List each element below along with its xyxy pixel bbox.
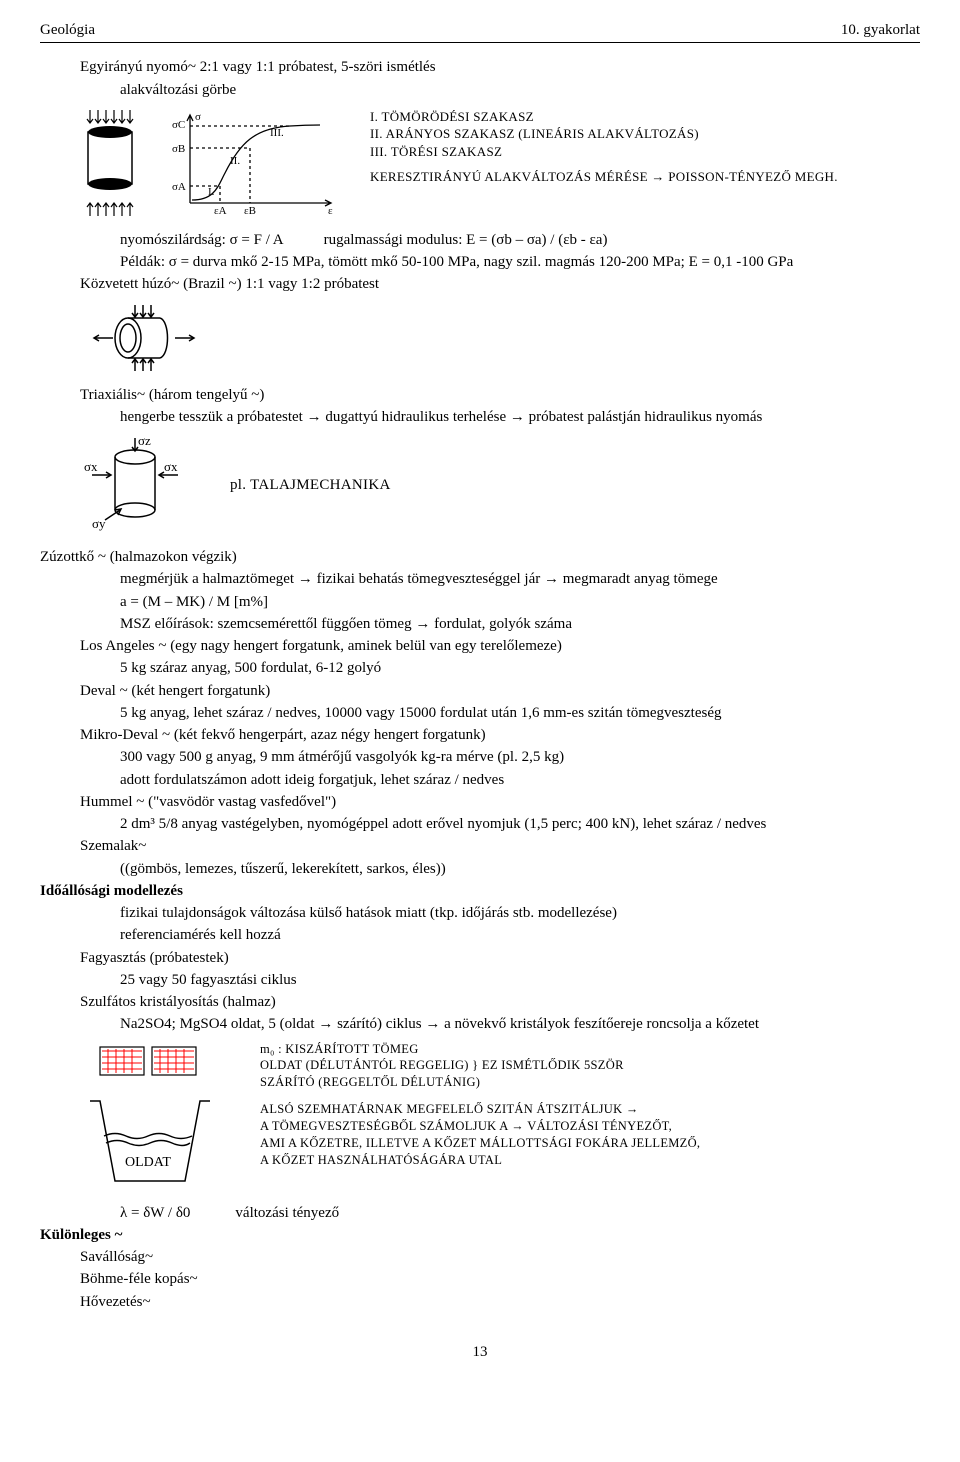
svg-text:σx: σx — [164, 459, 178, 474]
hand-line: I. TÖMÖRÖDÉSI SZAKASZ — [370, 108, 920, 126]
line: λ = δW / δ0 változási tényező — [120, 1203, 920, 1223]
line: Hummel ~ ("vasvödör vastag vasfedővel") — [80, 792, 920, 812]
line: Los Angeles ~ (egy nagy hengert forgatun… — [80, 636, 920, 656]
figure-brazilian — [80, 303, 920, 373]
svg-text:ε: ε — [328, 205, 333, 217]
handwritten-legend: I. TÖMÖRÖDÉSI SZAKASZ II. ARÁNYOS SZAKAS… — [370, 108, 920, 186]
line: Deval ~ (két hengert forgatunk) — [80, 681, 920, 701]
section-heading: Időállósági modellezés — [40, 881, 920, 901]
line: 5 kg száraz anyag, 500 fordulat, 6-12 go… — [120, 658, 920, 678]
hand-line: OLDAT (DÉLUTÁNTÓL REGGELIG) } EZ ISMÉTLŐ… — [260, 1057, 920, 1074]
page-header: Geológia 10. gyakorlat — [40, 20, 920, 43]
svg-text:εA: εA — [214, 205, 227, 217]
section-heading: Zúzottkő ~ (halmazokon végzik) — [40, 547, 920, 567]
line: Példák: σ = durva mkő 2-15 MPa, tömött m… — [120, 252, 920, 272]
text: rugalmassági modulus: E = (σb – σa) / (ε… — [324, 230, 608, 250]
line: Savállóság~ — [80, 1247, 920, 1267]
oldat-label: OLDAT — [125, 1155, 171, 1170]
line: MSZ előírások: szemcsemérettől függően t… — [120, 614, 920, 634]
line: Mikro-Deval ~ (két fekvő hengerpárt, aza… — [80, 725, 920, 745]
line: megmérjük a halmaztömeget → fizikai beha… — [120, 569, 920, 589]
hand-line: pl. TALAJMECHANIKA — [230, 475, 391, 495]
svg-text:σy: σy — [92, 516, 106, 531]
line: referenciamérés kell hozzá — [120, 925, 920, 945]
svg-text:σz: σz — [138, 435, 151, 448]
text: nyomószilárdság: σ = F / A — [120, 230, 284, 250]
figure-sulfate: OLDAT m₀ : KISZÁRÍTOTT TÖMEG OLDAT (DÉLU… — [80, 1041, 920, 1191]
line: fizikai tulajdonságok változása külső ha… — [120, 903, 920, 923]
svg-text:I.: I. — [208, 186, 215, 198]
line: Szemalak~ — [80, 836, 920, 856]
line: Fagyasztás (próbatestek) — [80, 948, 920, 968]
svg-text:σx: σx — [84, 459, 98, 474]
svg-text:σA: σA — [172, 181, 186, 193]
line: Triaxiális~ (három tengelyű ~) — [80, 385, 920, 405]
sketch-brazilian — [80, 303, 210, 373]
hand-line: A KŐZET HASZNÁLHATÓSÁGÁRA UTAL — [260, 1152, 920, 1169]
header-right: 10. gyakorlat — [841, 20, 920, 40]
line: a = (M – MK) / M [m%] — [120, 592, 920, 612]
line: 2 dm³ 5/8 anyag vastégelyben, nyomógéppe… — [120, 814, 920, 834]
line: Böhme-féle kopás~ — [80, 1269, 920, 1289]
hand-line: A TÖMEGVESZTESÉGBŐL SZÁMOLJUK A → VÁLTOZ… — [260, 1118, 920, 1135]
svg-text:II.: II. — [230, 155, 240, 167]
figure-triaxial: σz σx σx σy pl. TALAJMECHANIKA — [80, 435, 920, 535]
section-heading: Különleges ~ — [40, 1225, 920, 1245]
line: hengerbe tesszük a próbatestet → dugatty… — [120, 407, 920, 427]
sketch-stress-strain-curve: σC σ σB σA εA εB ε I. II. III. — [170, 108, 340, 218]
line: adott fordulatszámon adott ideig forgatj… — [120, 770, 920, 790]
handwritten-block: m₀ : KISZÁRÍTOTT TÖMEG OLDAT (DÉLUTÁNTÓL… — [260, 1041, 920, 1169]
sketch-triaxial: σz σx σx σy — [80, 435, 190, 535]
hand-line: AMI A KŐZETRE, ILLETVE A KŐZET MÁLLOTTSÁ… — [260, 1135, 920, 1152]
line: alakváltozási görbe — [120, 80, 920, 100]
line: Egyirányú nyomó~ 2:1 vagy 1:1 próbatest,… — [80, 57, 920, 77]
svg-text:σC: σC — [172, 119, 185, 131]
line: 300 vagy 500 g anyag, 9 mm átmérőjű vasg… — [120, 747, 920, 767]
hand-line: KERESZTIRÁNYÚ ALAKVÁLTOZÁS MÉRÉSE → POIS… — [370, 168, 920, 186]
line: Közvetett húzó~ (Brazil ~) 1:1 vagy 1:2 … — [80, 274, 920, 294]
svg-text:III.: III. — [270, 127, 284, 139]
line-row: nyomószilárdság: σ = F / A rugalmassági … — [120, 230, 920, 250]
line: Na2SO4; MgSO4 oldat, 5 (oldat → szárító)… — [120, 1014, 920, 1034]
line: 25 vagy 50 fagyasztási ciklus — [120, 970, 920, 990]
line: Szulfátos kristályosítás (halmaz) — [80, 992, 920, 1012]
line: Hővezetés~ — [80, 1292, 920, 1312]
hand-line: ALSÓ SZEMHATÁRNAK MEGFELELŐ SZITÁN ÁTSZI… — [260, 1101, 920, 1118]
figure-uniaxial: σC σ σB σA εA εB ε I. II. III. I. TÖMÖRÖ… — [80, 108, 920, 218]
hand-line: III. TÖRÉSI SZAKASZ — [370, 143, 920, 161]
sketch-oldat-vessel: OLDAT — [80, 1041, 220, 1191]
svg-text:σB: σB — [172, 143, 185, 155]
svg-text:σ: σ — [195, 111, 201, 123]
hand-line: SZÁRÍTÓ (REGGELTŐL DÉLUTÁNIG) — [260, 1074, 920, 1091]
line: ((gömbös, lemezes, tűszerű, lekerekített… — [120, 859, 920, 879]
sketch-cylinder-arrows — [80, 108, 140, 218]
hand-line: II. ARÁNYOS SZAKASZ (LINEÁRIS ALAKVÁLTOZ… — [370, 125, 920, 143]
line: 5 kg anyag, lehet száraz / nedves, 10000… — [120, 703, 920, 723]
svg-text:εB: εB — [244, 205, 256, 217]
header-left: Geológia — [40, 20, 95, 40]
hand-line: m₀ : KISZÁRÍTOTT TÖMEG — [260, 1041, 920, 1058]
page-number: 13 — [40, 1342, 920, 1362]
